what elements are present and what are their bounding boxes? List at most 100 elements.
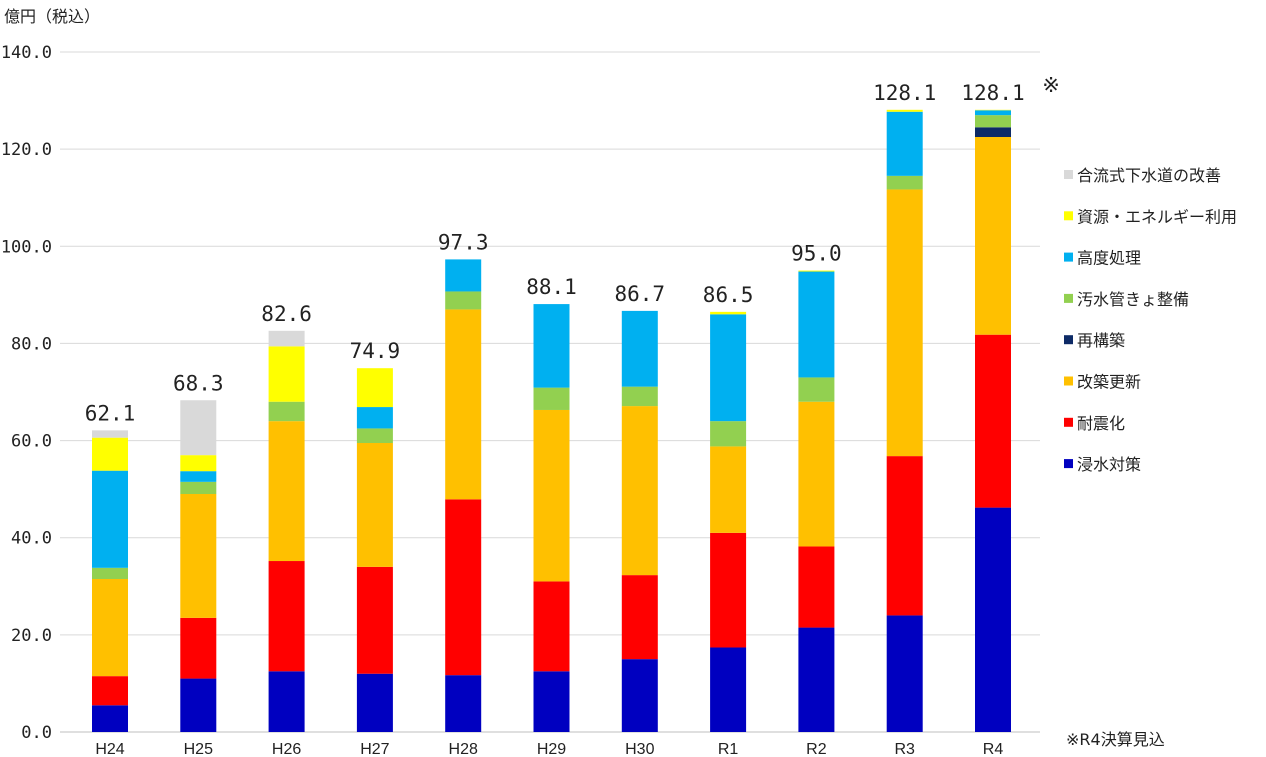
x-axis: H24 H25 H26 H27 H28 H29 H30 R1 R2 R3 R4 xyxy=(95,741,1003,757)
bar-segment xyxy=(445,291,482,310)
x-tick-label: R2 xyxy=(806,741,827,757)
bar-segment xyxy=(798,627,835,732)
bar-segment xyxy=(886,175,923,190)
bar-segment xyxy=(798,546,835,628)
x-tick-label: R3 xyxy=(894,741,915,757)
bar-segment xyxy=(710,446,747,533)
bar-segment xyxy=(268,401,305,422)
legend: 合流式下水道の改善資源・エネルギー利用高度処理汚水管きょ整備再構築改築更新耐震化… xyxy=(1064,166,1237,474)
legend-swatch xyxy=(1064,335,1073,345)
legend-swatch xyxy=(1064,376,1073,386)
bar-segment xyxy=(710,421,747,447)
legend-swatch xyxy=(1064,170,1073,179)
total-label: 62.1 xyxy=(85,401,136,425)
y-tick-label: 20.0 xyxy=(11,626,52,646)
bar-segment xyxy=(621,575,658,660)
x-tick-label: H28 xyxy=(449,741,478,757)
bar-segment xyxy=(92,579,128,677)
x-tick-label: H26 xyxy=(272,741,301,757)
bar-segment xyxy=(975,334,1011,508)
legend-label: 浸水対策 xyxy=(1077,455,1141,474)
bar-segment xyxy=(445,259,482,292)
x-tick-label: H30 xyxy=(625,741,654,757)
x-tick-label: H29 xyxy=(537,741,566,757)
bar-segment xyxy=(268,671,305,732)
bar-segment xyxy=(268,330,305,347)
y-axis: 0.0 20.0 40.0 60.0 80.0 100.0 120.0 140.0 xyxy=(1,43,52,743)
footnote: ※R4決算見込 xyxy=(1066,730,1165,749)
bar-segment xyxy=(92,430,128,438)
bar-segment xyxy=(180,455,217,472)
total-label: 95.0 xyxy=(791,242,842,266)
bar-segment xyxy=(710,647,747,732)
y-tick-label: 80.0 xyxy=(11,334,52,354)
bar-segment xyxy=(180,617,217,679)
bar-segment xyxy=(533,304,570,388)
bar-segment xyxy=(975,115,1011,128)
bar-segment xyxy=(356,428,393,443)
legend-label: 耐震化 xyxy=(1077,414,1125,433)
legend-swatch xyxy=(1064,459,1073,469)
total-labels: 62.1 68.3 82.6 74.9 97.3 88.1 86.7 86.5 95.0 128.… xyxy=(85,73,1060,426)
bar-segment xyxy=(92,676,128,706)
total-label: 128.1 xyxy=(961,81,1024,105)
legend-label: 高度処理 xyxy=(1077,249,1141,268)
bar-segment xyxy=(533,387,570,410)
bar-segment xyxy=(621,659,658,732)
total-label: 86.5 xyxy=(703,283,754,307)
bars xyxy=(92,109,1011,732)
y-axis-unit-label: 億円（税込） xyxy=(4,7,100,26)
y-tick-label: 0.0 xyxy=(21,723,52,743)
bar-segment xyxy=(356,566,393,674)
legend-swatch xyxy=(1064,293,1073,303)
bar-segment xyxy=(975,127,1011,137)
bar-segment xyxy=(92,567,128,579)
bar-segment xyxy=(621,386,658,407)
bar-segment xyxy=(356,673,393,732)
legend-label: 改築更新 xyxy=(1077,373,1141,392)
x-tick-label: H27 xyxy=(360,741,389,757)
bar-segment xyxy=(268,346,305,402)
bar-segment xyxy=(710,311,747,315)
bar-segment xyxy=(356,407,393,429)
total-label: 97.3 xyxy=(438,230,489,254)
y-tick-label: 100.0 xyxy=(1,237,52,257)
bar-segment xyxy=(975,137,1011,335)
bar-segment xyxy=(886,109,923,112)
legend-swatch xyxy=(1064,417,1073,427)
y-tick-label: 40.0 xyxy=(11,529,52,549)
legend-swatch xyxy=(1064,252,1073,262)
total-label: 86.7 xyxy=(615,282,666,306)
bar-segment xyxy=(533,409,570,582)
bar-segment xyxy=(356,443,393,567)
x-tick-label: H24 xyxy=(95,741,124,757)
bar-segment xyxy=(798,401,835,547)
bar-segment xyxy=(798,271,835,378)
bar-segment xyxy=(798,270,835,272)
legend-label: 再構築 xyxy=(1077,331,1125,350)
bar-segment xyxy=(268,561,305,672)
bar-segment xyxy=(445,309,482,500)
bar-segment xyxy=(886,615,923,732)
bar-segment xyxy=(975,110,1011,116)
bar-segment xyxy=(445,675,482,732)
y-tick-label: 60.0 xyxy=(11,432,52,452)
bar-segment xyxy=(533,581,570,672)
total-label: 68.3 xyxy=(173,371,224,395)
bar-segment xyxy=(445,499,482,676)
x-tick-label: R1 xyxy=(718,741,739,757)
bar-segment xyxy=(92,705,128,732)
bar-segment xyxy=(710,532,747,648)
bar-segment xyxy=(798,377,835,402)
bar-segment xyxy=(180,471,217,482)
x-tick-label: H25 xyxy=(184,741,213,757)
bar-segment xyxy=(886,189,923,457)
bar-segment xyxy=(180,400,217,456)
bar-segment xyxy=(621,406,658,576)
bar-segment xyxy=(268,421,305,562)
bar-segment xyxy=(356,368,393,408)
bar-segment xyxy=(92,470,128,568)
y-tick-label: 120.0 xyxy=(1,140,52,160)
